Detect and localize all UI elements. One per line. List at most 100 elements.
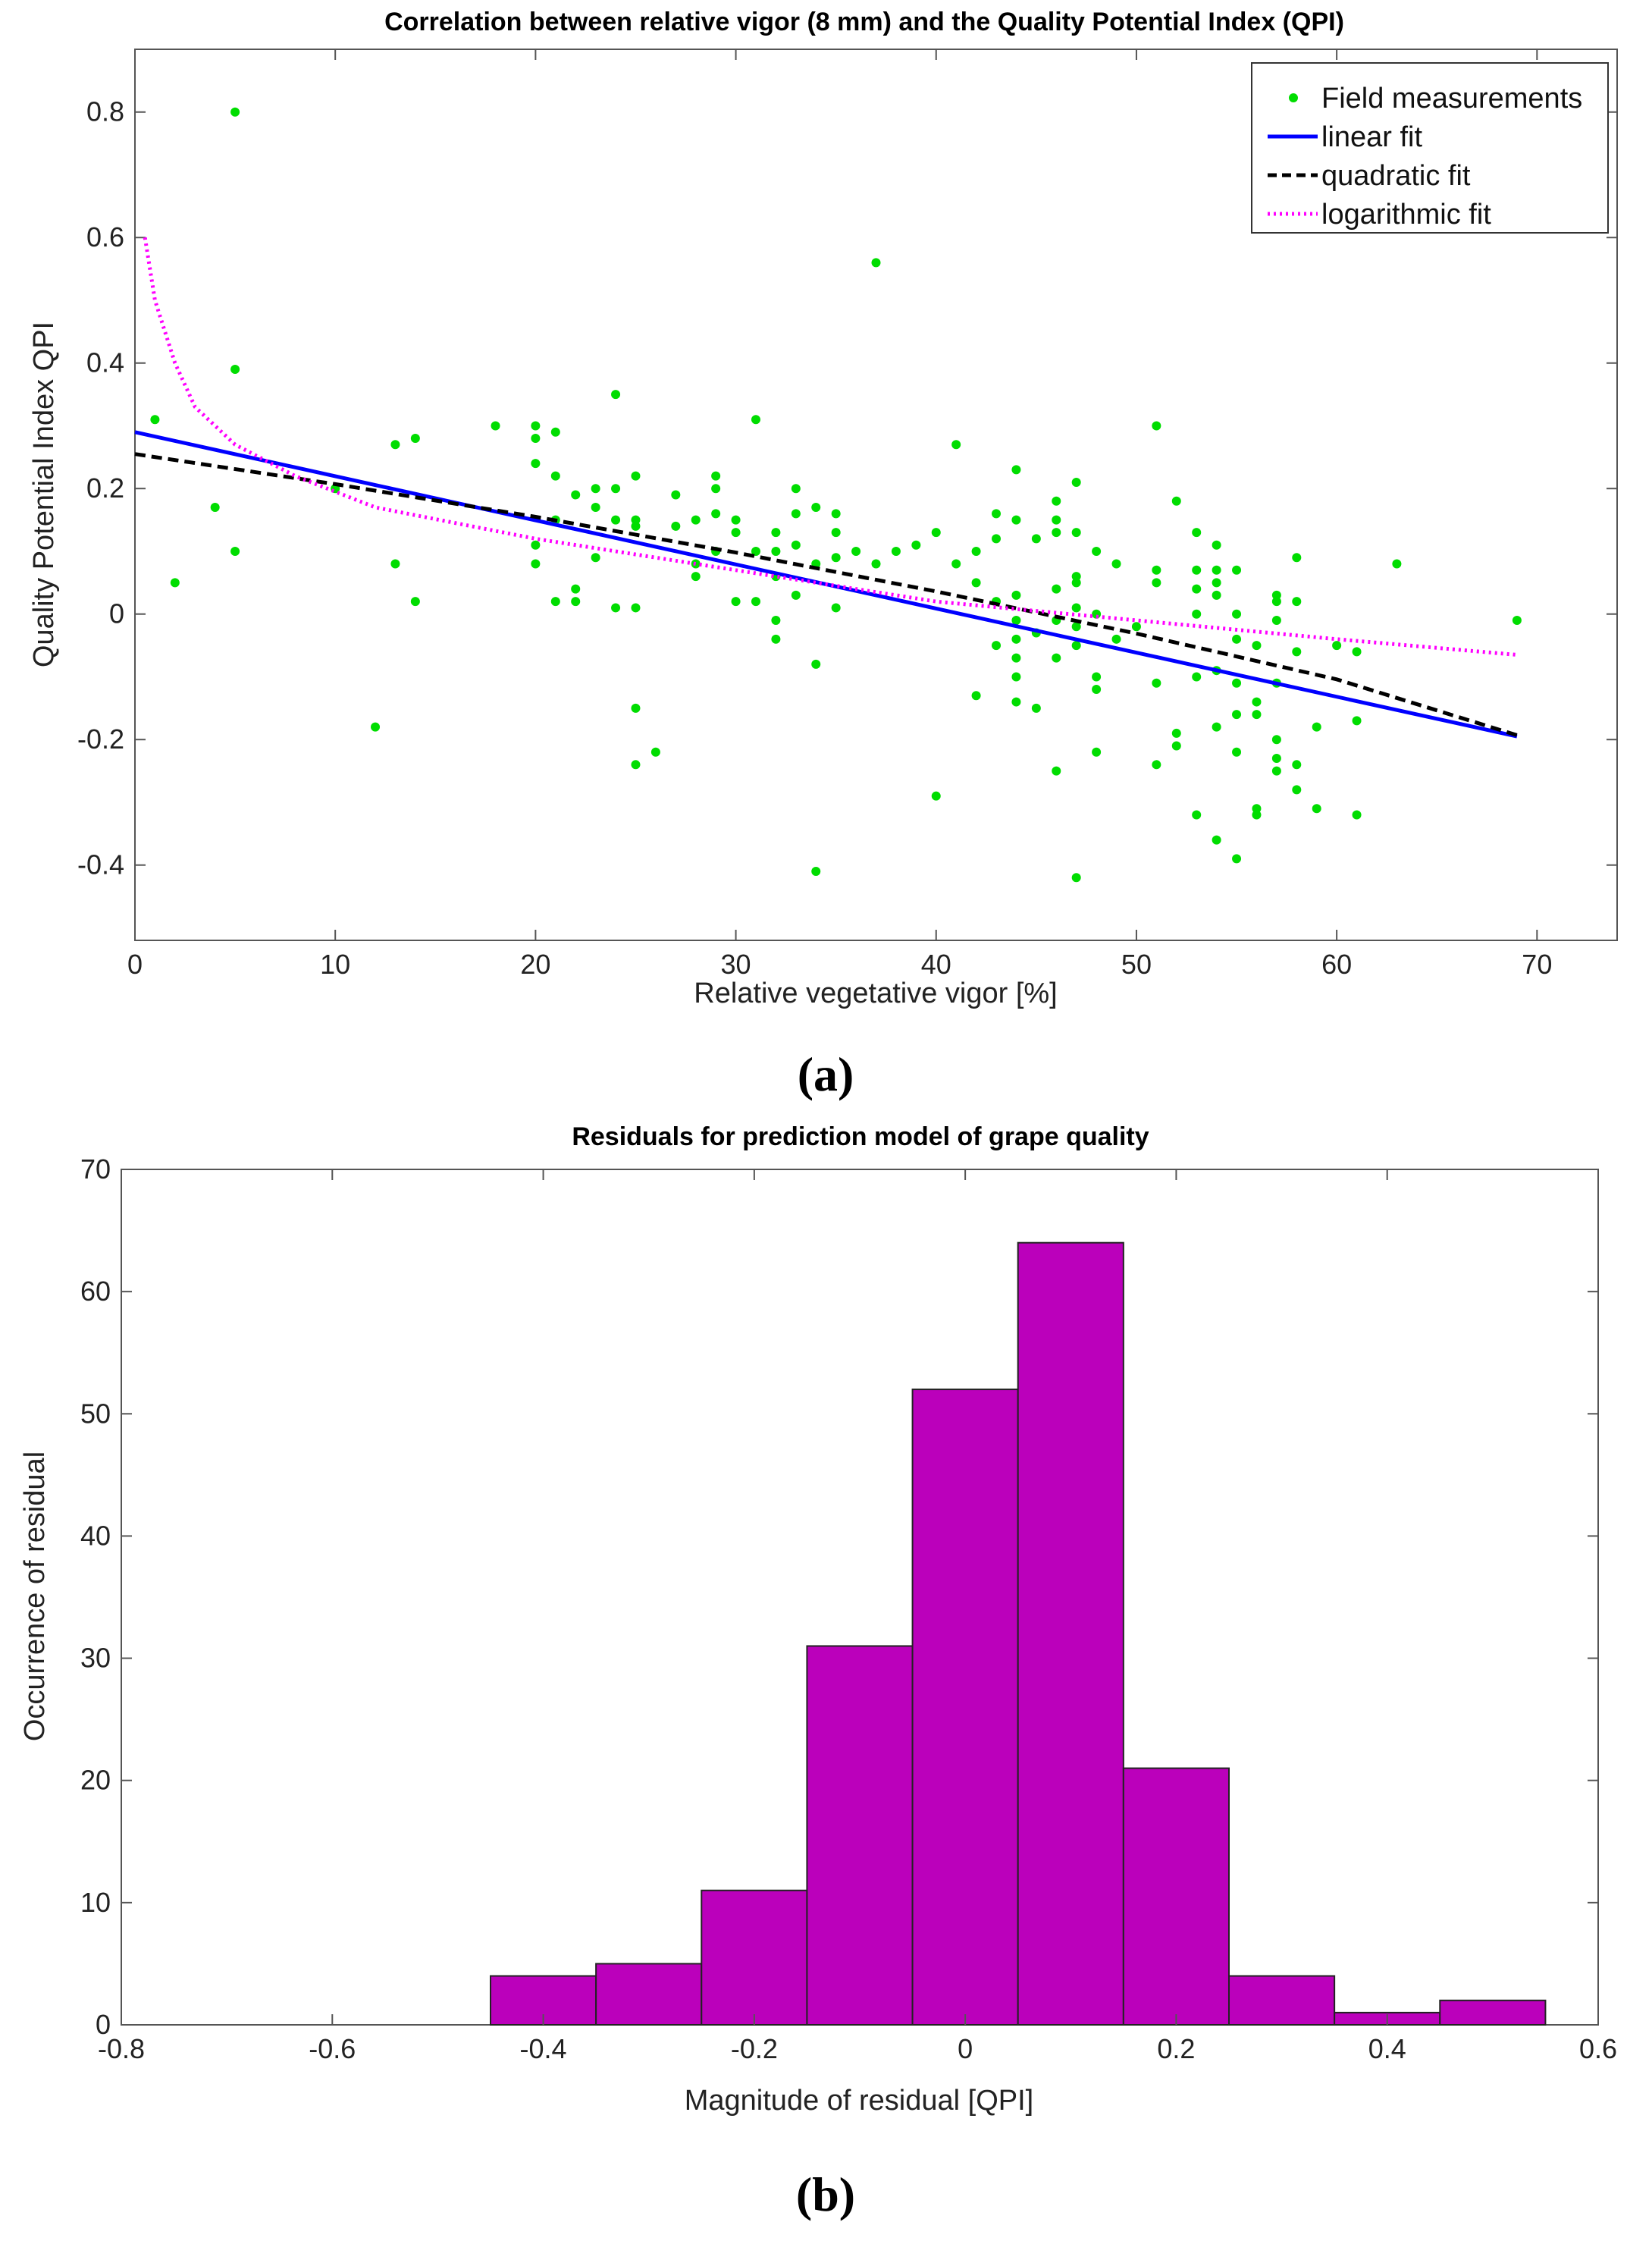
scatter-point bbox=[531, 540, 541, 550]
scatter-point bbox=[851, 546, 861, 556]
scatter-point bbox=[751, 415, 760, 425]
scatter-point bbox=[631, 521, 641, 531]
scatter-point bbox=[1192, 810, 1202, 820]
scatter-point bbox=[1092, 672, 1102, 682]
scatter-point bbox=[1071, 873, 1081, 883]
chart-b-title: Residuals for prediction model of grape … bbox=[572, 1122, 1149, 1151]
scatter-point bbox=[1232, 710, 1242, 720]
scatter-point bbox=[550, 597, 560, 607]
scatter-point bbox=[650, 747, 660, 757]
scatter-point bbox=[1271, 590, 1281, 600]
scatter-point bbox=[1232, 609, 1242, 619]
panel-a-label: (a) bbox=[798, 1047, 854, 1101]
chart-a-xtick-label: 60 bbox=[1321, 949, 1352, 980]
chart-b-xtick-label: -0.4 bbox=[520, 2033, 567, 2064]
quadratic-fit-line bbox=[134, 452, 1518, 737]
scatter-point bbox=[531, 559, 541, 569]
scatter-point bbox=[1131, 622, 1141, 632]
scatter-point bbox=[230, 107, 240, 117]
scatter-point bbox=[711, 484, 721, 494]
chart-a-ylabel: Quality Potential Index QPI bbox=[28, 322, 60, 667]
histogram-bar bbox=[701, 1889, 808, 2026]
scatter-point bbox=[591, 484, 600, 494]
chart-b-xtick-label: -0.6 bbox=[309, 2033, 356, 2064]
scatter-point bbox=[992, 509, 1002, 519]
scatter-point bbox=[1232, 854, 1242, 864]
scatter-point bbox=[1092, 747, 1102, 757]
scatter-point bbox=[371, 722, 381, 732]
scatter-point bbox=[1332, 641, 1342, 651]
scatter-point bbox=[1212, 540, 1221, 550]
scatter-point bbox=[1052, 515, 1061, 525]
scatter-point bbox=[1031, 703, 1041, 713]
chart-b-ytick-label: 60 bbox=[80, 1276, 111, 1307]
scatter-point bbox=[1052, 766, 1061, 776]
scatter-point bbox=[1352, 716, 1362, 726]
scatter-point bbox=[1212, 590, 1221, 600]
scatter-point bbox=[571, 597, 581, 607]
scatter-point bbox=[1232, 747, 1242, 757]
scatter-point bbox=[791, 540, 801, 550]
scatter-point bbox=[1152, 760, 1161, 770]
chart-b-ytick-label: 0 bbox=[96, 2009, 111, 2040]
scatter-point bbox=[230, 546, 240, 556]
scatter-point bbox=[791, 509, 801, 519]
scatter-point bbox=[831, 603, 841, 613]
scatter-point bbox=[1031, 534, 1041, 544]
scatter-point bbox=[571, 490, 581, 500]
histogram-bar bbox=[911, 1389, 1019, 2026]
scatter-point bbox=[751, 597, 760, 607]
histogram-chart: Residuals for prediction model of grape … bbox=[19, 1122, 1617, 2221]
scatter-point bbox=[731, 515, 741, 525]
chart-a-ytick-label: 0.6 bbox=[86, 221, 124, 253]
scatter-point bbox=[631, 760, 641, 770]
scatter-point bbox=[1292, 647, 1302, 657]
scatter-point bbox=[150, 415, 160, 425]
logarithmic-fit-line bbox=[143, 237, 1518, 657]
histogram-bar bbox=[1439, 1999, 1547, 2026]
scatter-point bbox=[1252, 641, 1262, 651]
scatter-point bbox=[671, 490, 681, 500]
scatter-point bbox=[871, 258, 881, 268]
histogram-bar bbox=[806, 1645, 914, 2026]
scatter-point bbox=[992, 534, 1002, 544]
scatter-point bbox=[911, 540, 921, 550]
scatter-point bbox=[550, 427, 560, 437]
scatter-point bbox=[611, 515, 621, 525]
scatter-point bbox=[531, 459, 541, 469]
scatter-point bbox=[611, 603, 621, 613]
scatter-point bbox=[631, 603, 641, 613]
scatter-point bbox=[390, 559, 400, 569]
scatter-point bbox=[1292, 597, 1302, 607]
scatter-point bbox=[691, 572, 701, 582]
scatter-point bbox=[1252, 710, 1262, 720]
scatter-point bbox=[1152, 565, 1161, 575]
scatter-point bbox=[1232, 678, 1242, 688]
chart-b-xtick-label: 0.2 bbox=[1157, 2033, 1195, 2064]
scatter-point bbox=[751, 546, 760, 556]
scatter-point bbox=[631, 515, 641, 525]
chart-a-ytick-label: -0.4 bbox=[77, 849, 124, 880]
chart-a-ticks: 0 10 20 30 40 50 60 70 -0.4 -0.2 0 0.2 0… bbox=[77, 49, 1617, 980]
scatter-point bbox=[1212, 578, 1221, 588]
chart-a-ytick-label: 0 bbox=[109, 598, 124, 629]
scatter-point bbox=[1092, 685, 1102, 695]
scatter-point bbox=[971, 691, 981, 701]
legend-label-logarithmic: logarithmic fit bbox=[1321, 199, 1491, 231]
scatter-point bbox=[1011, 653, 1021, 663]
chart-b-xtick-label: -0.8 bbox=[98, 2033, 145, 2064]
scatter-point bbox=[811, 866, 821, 876]
scatter-point bbox=[1232, 634, 1242, 644]
scatter-point bbox=[1152, 678, 1161, 688]
legend-box bbox=[1251, 62, 1609, 234]
scatter-point bbox=[1071, 641, 1081, 651]
histogram-bar bbox=[1017, 1241, 1124, 2026]
scatter-point bbox=[170, 578, 180, 588]
scatter-point bbox=[550, 471, 560, 481]
scatter-point bbox=[1171, 728, 1181, 738]
legend-label-points: Field measurements bbox=[1321, 83, 1582, 115]
scatter-point bbox=[1111, 559, 1121, 569]
chart-a-title: Correlation between relative vigor (8 mm… bbox=[384, 8, 1344, 36]
scatter-point bbox=[1111, 634, 1121, 644]
scatter-point bbox=[1232, 565, 1242, 575]
